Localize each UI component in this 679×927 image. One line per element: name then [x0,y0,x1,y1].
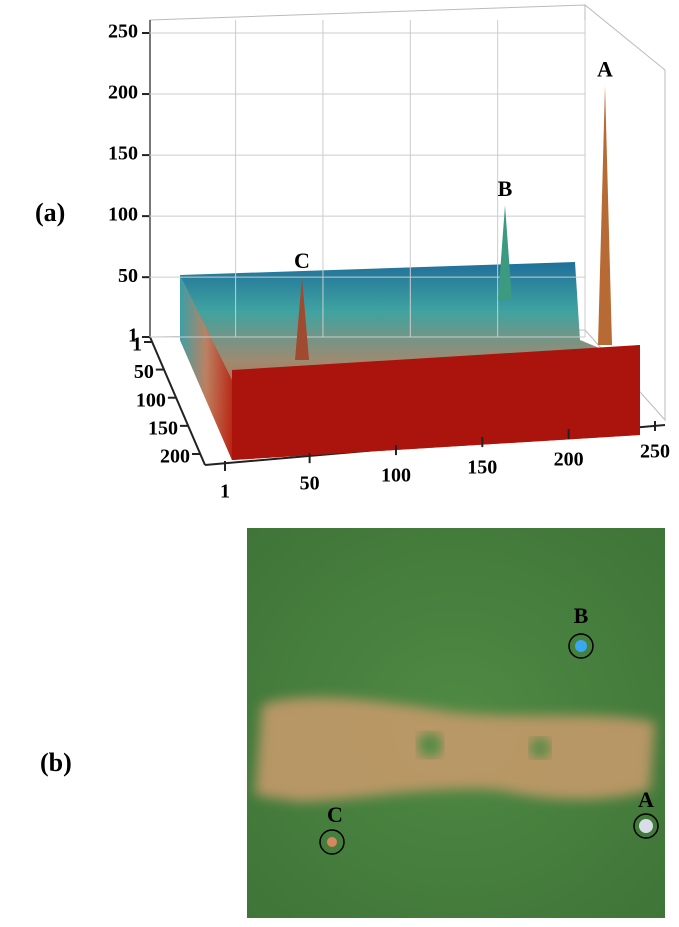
z-tick-label: 150 [108,143,138,165]
z-tick-label: 250 [108,21,138,43]
z-tick-label: 100 [108,204,138,226]
peak [498,205,512,300]
z-tick-label: 50 [118,265,138,287]
aerial-image [247,528,665,918]
point-label: C [327,802,343,827]
peak [295,277,309,360]
panel-label: (b) [40,748,72,777]
point-label: B [574,603,589,628]
z-tick-label: 1 [128,325,138,347]
y-tick-label: 1 [132,334,142,356]
z-tick-label: 200 [108,82,138,104]
point-label: A [638,787,654,812]
x-tick-label: 1 [220,481,230,503]
x-tick-label: 50 [300,473,320,495]
peak-label: B [498,176,513,201]
x-tick-label: 200 [554,449,584,471]
y-tick-label: 100 [136,389,166,411]
peak [598,85,612,346]
y-tick-label: 150 [148,417,178,439]
x-tick-label: 100 [381,465,411,487]
peak-label: C [294,248,310,273]
peak-label: A [597,57,613,82]
y-tick-label: 50 [134,361,154,383]
x-tick-label: 250 [640,441,670,463]
panel-label: (a) [35,198,65,227]
surface [180,262,640,460]
x-tick-label: 150 [467,457,497,479]
y-tick-label: 200 [160,446,190,468]
